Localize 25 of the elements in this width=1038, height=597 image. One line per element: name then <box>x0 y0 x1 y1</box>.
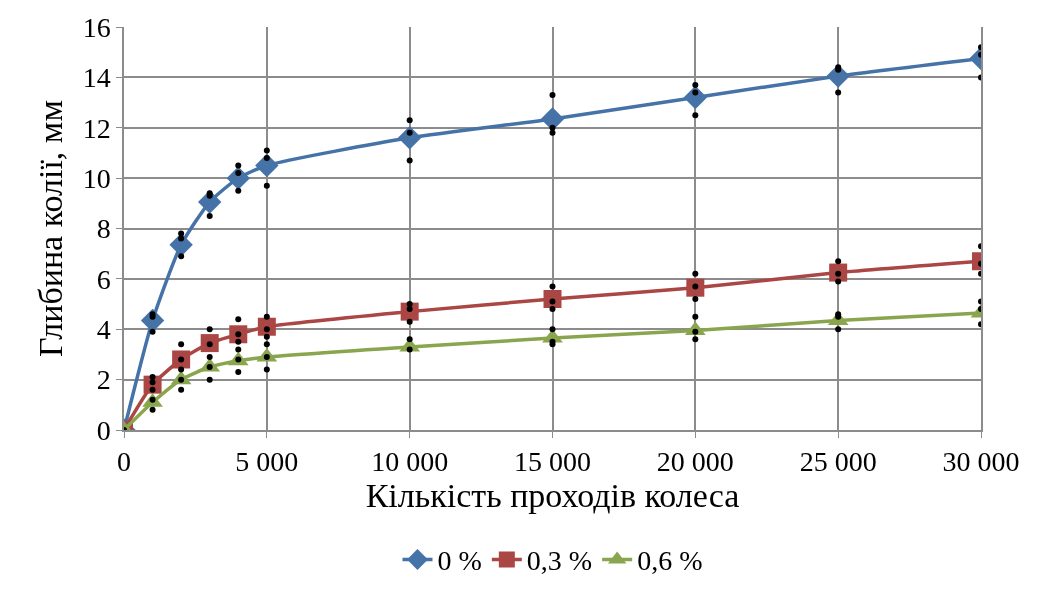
point <box>172 350 191 369</box>
x-tick-label: 15 000 <box>514 446 591 478</box>
y-tick-label: 16 <box>82 11 111 43</box>
x-tick-label: 0 <box>117 446 131 478</box>
y-tick-label: 6 <box>96 263 111 295</box>
y-tick-label: 14 <box>82 62 111 94</box>
x-tick-label: 25 000 <box>799 446 877 478</box>
y-tick-label: 0 <box>96 414 111 446</box>
x-tick-label: 30 000 <box>942 446 1020 478</box>
point <box>686 278 705 297</box>
x-tick-label: 20 000 <box>656 446 734 478</box>
point <box>200 334 219 353</box>
x-tick-label: 10 000 <box>371 446 449 478</box>
y-tick-label: 12 <box>82 112 111 144</box>
legend-label: 0,3 % <box>526 545 593 577</box>
x-axis-title: Кількість проходів колеса <box>365 477 740 515</box>
legend-label: 0 % <box>437 545 482 577</box>
y-tick-label: 2 <box>96 364 111 396</box>
legend-label: 0,6 % <box>637 545 703 577</box>
y-axis-title: Глибина колії, мм <box>31 100 69 357</box>
x-tick-label: 5 000 <box>235 446 299 478</box>
y-tick-label: 8 <box>96 213 111 245</box>
point <box>540 107 565 131</box>
y-tick-label: 10 <box>82 162 111 194</box>
y-tick-label: 4 <box>96 314 111 346</box>
